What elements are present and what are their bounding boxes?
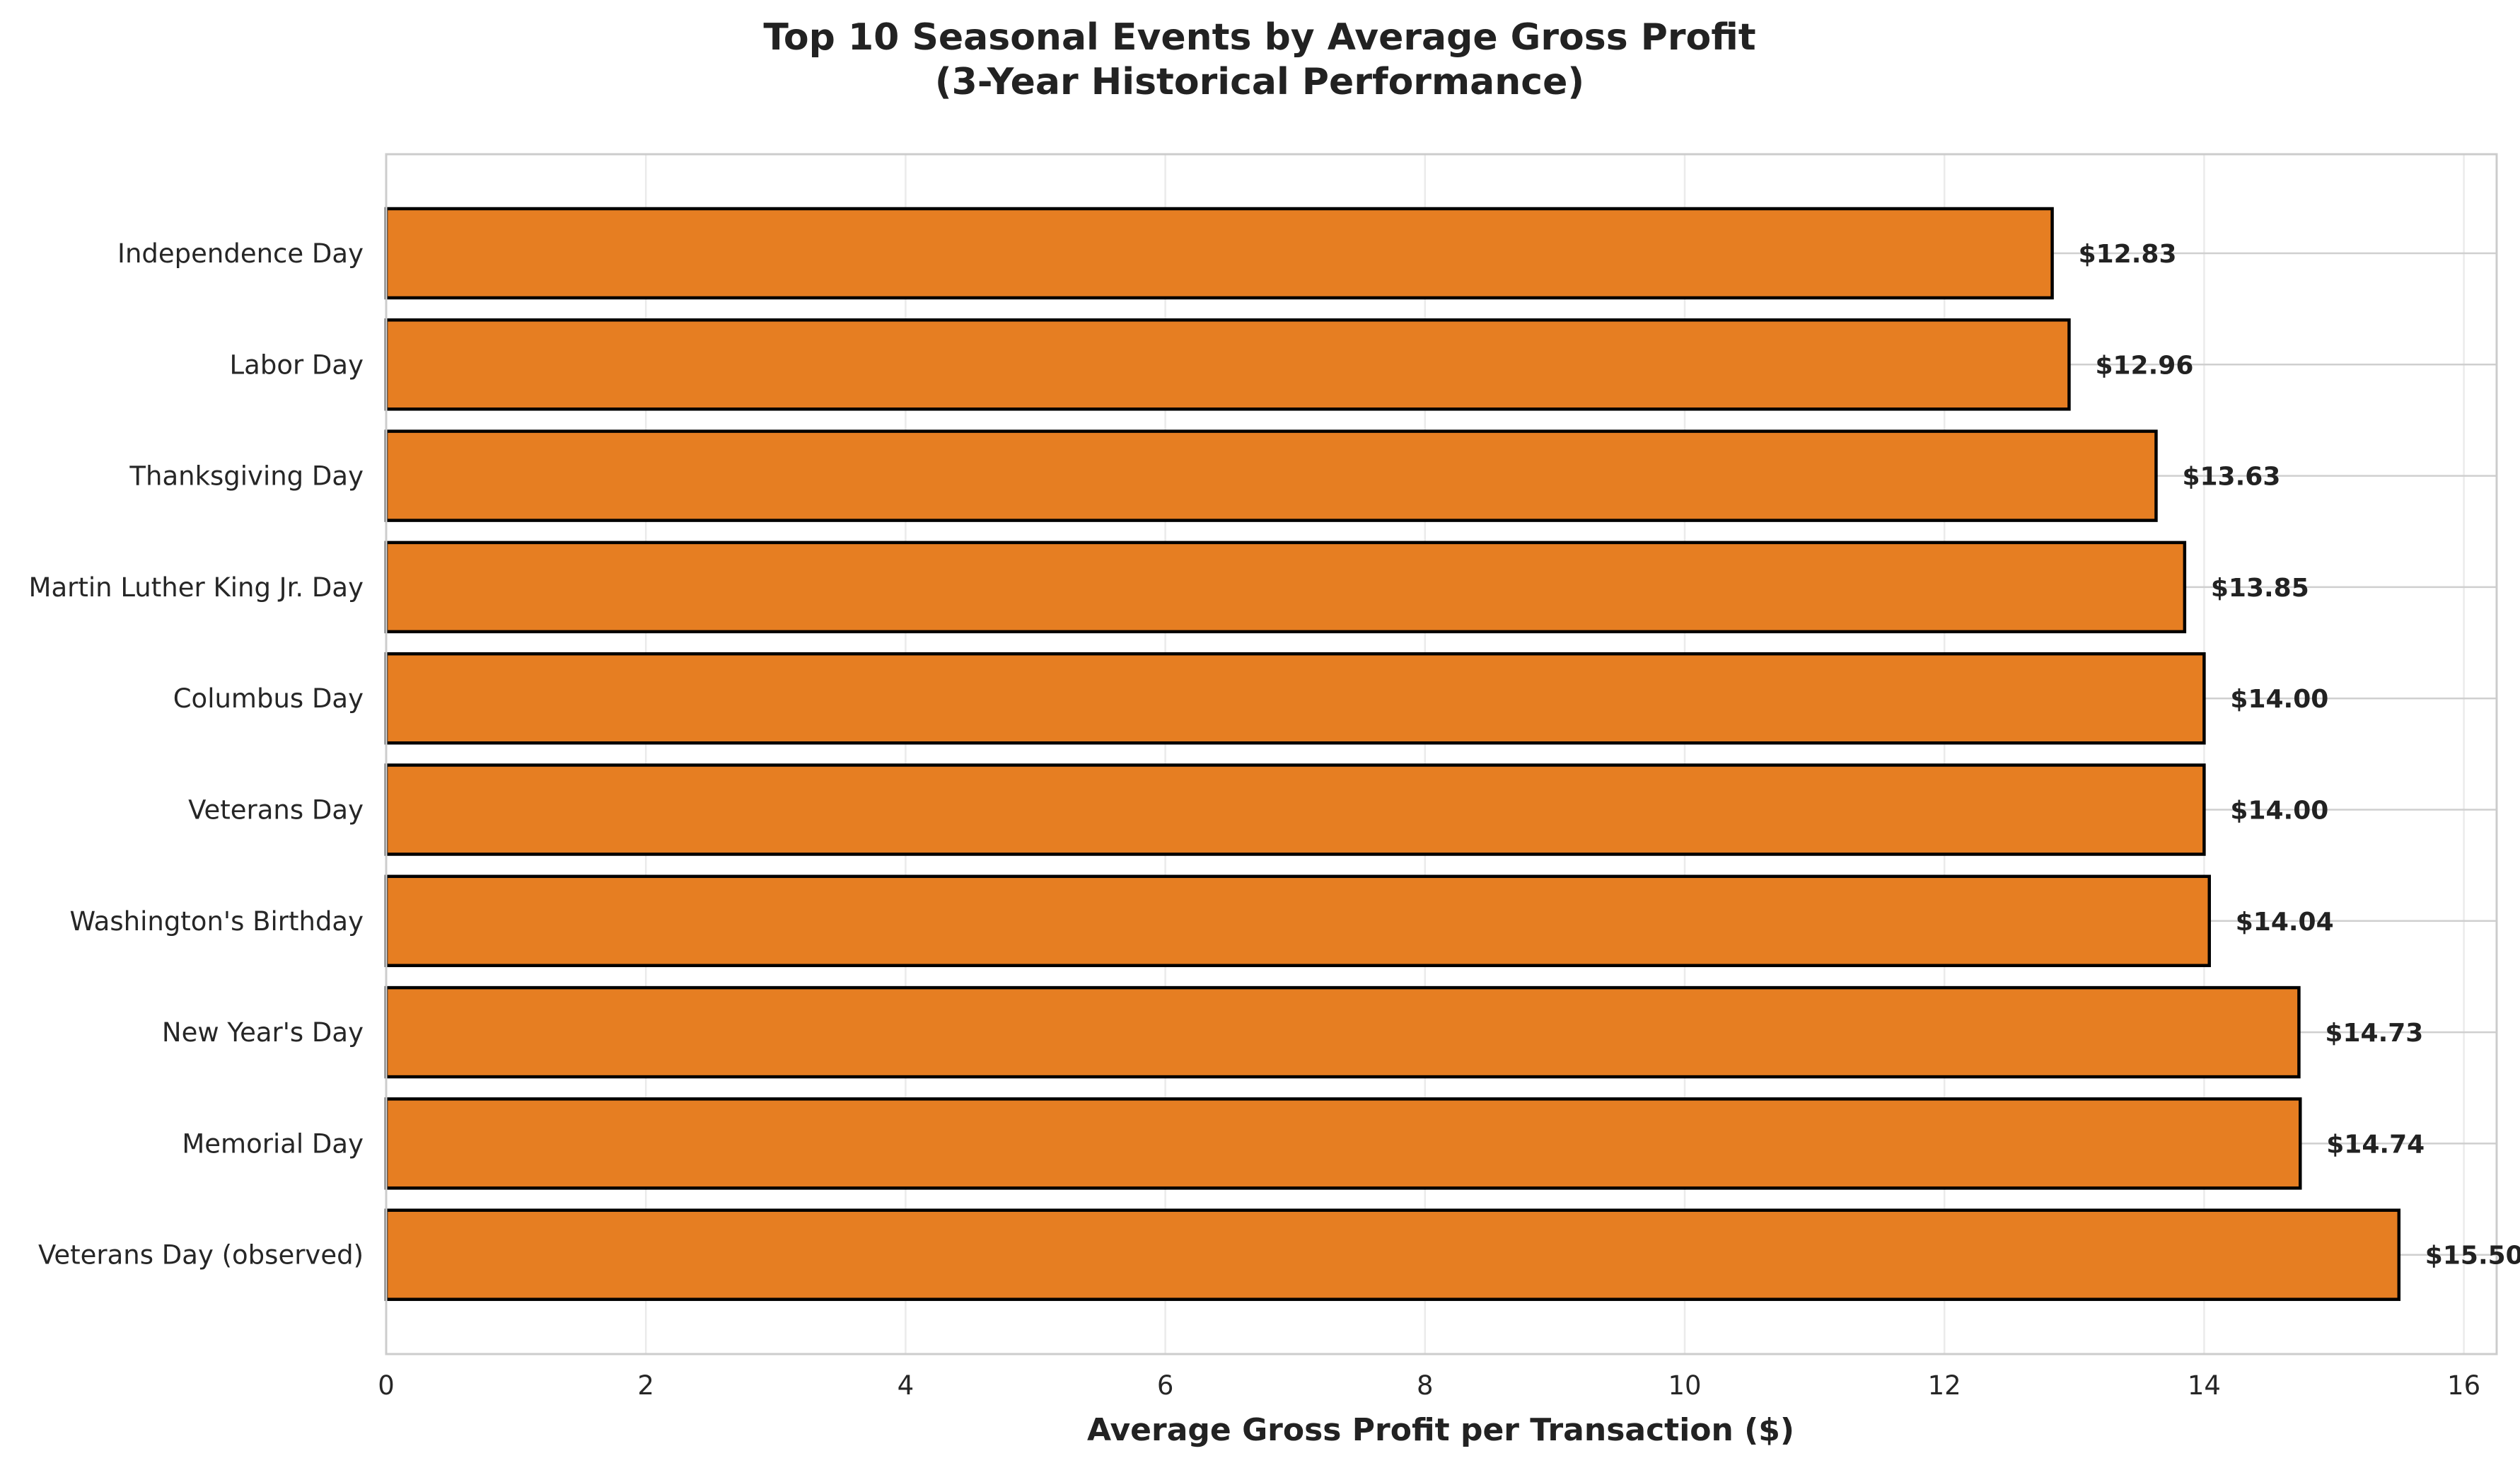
data-label: $14.74 (2326, 1130, 2425, 1159)
y-tick-label: Labor Day (230, 349, 364, 380)
bar (384, 318, 2071, 411)
bar (384, 985, 2301, 1079)
data-label: $14.04 (2236, 908, 2334, 937)
x-tick-label: 12 (1928, 1370, 1961, 1401)
data-label: $13.85 (2211, 574, 2309, 603)
x-tick-label: 8 (1417, 1370, 1434, 1401)
bar (384, 540, 2187, 634)
y-tick-label: Thanksgiving Day (129, 461, 364, 492)
x-tick-label: 14 (2188, 1370, 2221, 1401)
bar (384, 1208, 2401, 1301)
y-tick-label: Independence Day (117, 238, 364, 269)
y-tick-label: Washington's Birthday (69, 906, 364, 937)
x-tick-label: 2 (637, 1370, 654, 1401)
x-axis-label: Average Gross Profit per Transaction ($) (1087, 1412, 1794, 1448)
bar (384, 874, 2211, 968)
data-label: $14.00 (2230, 685, 2328, 714)
y-tick-label: New Year's Day (162, 1017, 364, 1048)
data-label: $15.50 (2425, 1242, 2520, 1271)
y-axis-labels: Independence Day Labor Day Thanksgiving Da… (29, 238, 364, 1271)
bar (384, 207, 2054, 300)
bar (384, 763, 2206, 856)
bars (384, 207, 2401, 1301)
x-tick-label: 4 (898, 1370, 914, 1401)
data-label: $13.63 (2182, 463, 2280, 492)
plot-area-frame (385, 153, 2498, 1355)
y-tick-label: Veterans Day (188, 795, 364, 826)
data-label: $14.00 (2230, 797, 2328, 826)
data-label: $14.73 (2325, 1019, 2423, 1048)
x-tick-label: 6 (1157, 1370, 1174, 1401)
y-tick-label: Memorial Day (182, 1128, 364, 1159)
x-tick-label: 16 (2447, 1370, 2480, 1401)
x-tick-label: 0 (378, 1370, 395, 1401)
data-label: $12.96 (2095, 351, 2193, 380)
chart-subtitle: (3-Year Historical Performance) (935, 61, 1584, 103)
chart-title: Top 10 Seasonal Events by Average Gross … (763, 16, 1755, 59)
bar (384, 1097, 2302, 1190)
bar (384, 652, 2206, 745)
bar (384, 429, 2158, 522)
y-tick-label: Columbus Day (173, 683, 364, 714)
x-axis-ticks: 0 2 4 6 8 10 12 14 16 (378, 1370, 2480, 1401)
y-tick-label: Veterans Day (observed) (38, 1240, 364, 1271)
data-label: $12.83 (2079, 240, 2177, 269)
x-tick-label: 10 (1668, 1370, 1701, 1401)
value-labels: $12.83 $12.96 $13.63 $13.85 $14.00 $14.00 $14.… (2079, 240, 2520, 1271)
y-tick-label: Martin Luther King Jr. Day (29, 572, 364, 603)
